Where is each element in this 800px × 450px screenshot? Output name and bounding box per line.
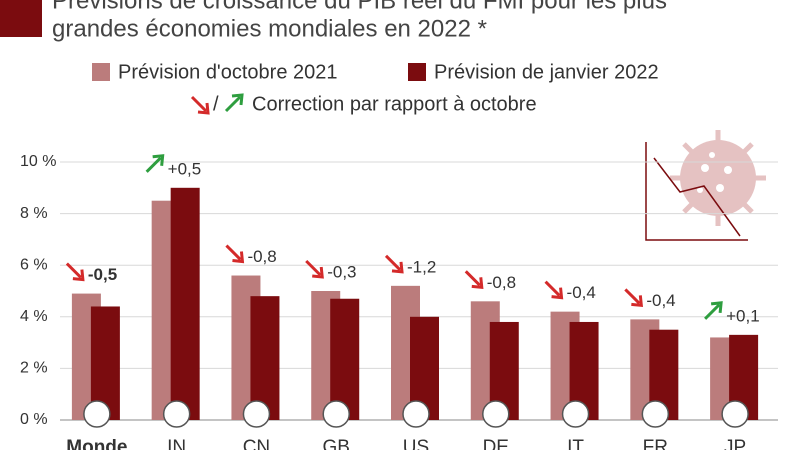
flag-icon [482, 400, 510, 428]
bar [170, 187, 200, 420]
legend-arrow-down [190, 95, 210, 115]
arrow-head [312, 266, 324, 279]
correction-arrow [305, 259, 324, 279]
arrow-shaft [145, 156, 162, 173]
arrow-shaft [225, 244, 242, 261]
y-tick-label: 10 % [20, 153, 56, 170]
correction-arrow [704, 301, 723, 320]
flag-icon [641, 400, 670, 428]
arrow-head [710, 301, 723, 314]
chart-title: Prévisions de croissance du PIB réel du … [52, 0, 667, 14]
arrow-shaft [305, 259, 322, 277]
arrow-head [551, 287, 564, 300]
arrow-head [631, 295, 644, 308]
arrow-shaft [704, 303, 721, 320]
x-tick-label: JP [724, 437, 746, 450]
correction-label: -1,2 [407, 257, 436, 276]
flag-icon [83, 400, 111, 428]
correction-note: Correction par rapport à octobre [252, 93, 537, 115]
x-tick-label: IN [167, 437, 186, 450]
y-tick-label: 6 % [20, 256, 48, 273]
legend-label: Prévision de janvier 2022 [434, 61, 659, 83]
y-tick-label: 8 % [20, 205, 48, 222]
correction-arrow [464, 270, 484, 289]
correction-arrow [384, 254, 404, 274]
flag-icon [402, 400, 430, 428]
arrow-head [72, 269, 85, 282]
arrow-shaft [224, 95, 242, 113]
correction-arrow [544, 280, 564, 300]
bar [250, 296, 280, 420]
legend-swatch [408, 63, 426, 81]
chart-title: grandes économies mondiales en 2022 * [52, 15, 487, 42]
x-tick-label: US [403, 437, 429, 450]
correction-arrow [225, 244, 245, 264]
arrow-shaft [464, 270, 481, 287]
arrow-head [471, 277, 484, 289]
bar [330, 298, 360, 420]
flag-icon [721, 400, 749, 428]
arrow-shaft [384, 254, 402, 271]
x-tick-label: Monde [66, 437, 127, 450]
legend-arrow-up [224, 93, 244, 113]
x-tick-label: GB [322, 437, 349, 450]
correction-label: -0,4 [646, 291, 675, 310]
flag-icon [322, 400, 350, 428]
flag-icon [162, 400, 191, 428]
virus-icon [645, 130, 766, 241]
arrow-head [232, 251, 245, 264]
arrow-head [231, 93, 244, 106]
x-tick-label: IT [567, 437, 584, 450]
correction-arrow [145, 154, 165, 173]
arrow-shaft [190, 95, 208, 113]
x-tick-label: DE [483, 437, 509, 450]
correction-label: +0,5 [168, 159, 202, 178]
correction-arrow [624, 288, 644, 308]
legend-slash: / [213, 93, 219, 115]
correction-label: -0,8 [247, 247, 276, 266]
correction-label: +0,1 [726, 306, 760, 325]
correction-label: -0,8 [487, 273, 516, 292]
x-tick-label: CN [243, 437, 270, 450]
arrow-head [152, 154, 165, 166]
correction-label: -0,4 [567, 283, 596, 302]
legend-label: Prévision d'octobre 2021 [118, 61, 338, 83]
flag-icon [561, 400, 590, 428]
y-tick-label: 4 % [20, 308, 48, 325]
arrow-shaft [544, 280, 561, 297]
flag-icon [242, 400, 271, 428]
arrow-head [197, 102, 210, 115]
correction-label: -0,5 [88, 265, 117, 284]
arrow-shaft [65, 262, 82, 279]
title-marker [0, 0, 42, 37]
arrow-head [391, 261, 404, 274]
x-tick-label: FR [643, 437, 668, 450]
correction-label: -0,3 [327, 262, 356, 281]
y-tick-label: 2 % [20, 360, 48, 377]
legend-swatch [92, 63, 110, 81]
correction-arrow [65, 262, 85, 282]
arrow-shaft [624, 288, 641, 305]
y-tick-label: 0 % [20, 411, 48, 428]
